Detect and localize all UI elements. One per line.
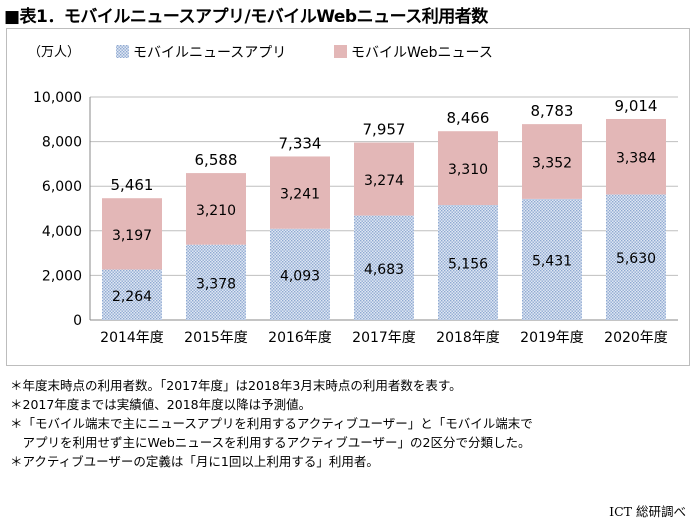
bars: 2,264 3,197 5,461 3,378 3,210 6,588 4,093 3,241… [102, 97, 666, 320]
bar-web [102, 198, 162, 270]
y-tick-label: 2,000 [42, 268, 82, 284]
stacked-bar-chart: （万人） モバイルニュースアプリ モバイルWebニュース 0 2,000 4,000… [28, 45, 678, 346]
x-tick-label: 2020年度 [604, 330, 668, 346]
footnote-2: ＊2017年度までは実績値、2018年度以降は予測値。 [10, 397, 312, 412]
data-label-app: 5,156 [448, 257, 488, 273]
footnote-1: ＊年度末時点の利用者数。「2017年度」は2018年3月末時点の利用者数を表す。 [10, 378, 462, 393]
x-tick-label: 2016年度 [268, 330, 332, 346]
unit-label: （万人） [28, 45, 80, 60]
legend-swatch-web [334, 45, 347, 58]
data-label-web: 3,274 [364, 173, 404, 189]
y-tick-label: 8,000 [42, 135, 82, 151]
y-tick-labels: 0 2,000 4,000 6,000 8,000 10,000 [33, 90, 82, 329]
x-tick-label: 2015年度 [184, 330, 248, 346]
bar-web [522, 124, 582, 199]
y-tick-label: 10,000 [33, 90, 82, 106]
data-label-total: 6,588 [195, 151, 238, 169]
data-label-total: 8,466 [447, 109, 490, 127]
data-label-app: 4,093 [280, 268, 320, 284]
x-tick-label: 2019年度 [520, 330, 584, 346]
data-label-app: 5,431 [532, 253, 572, 269]
data-label-total: 7,957 [363, 121, 406, 139]
data-label-app: 3,378 [196, 276, 236, 292]
data-label-app: 5,630 [616, 251, 656, 267]
data-label-total: 7,334 [279, 134, 322, 152]
bar-web [186, 173, 246, 245]
x-tick-labels: 2014年度 2015年度 2016年度 2017年度 2018年度 2019年度 2020… [100, 330, 668, 346]
footnote-3: ＊「モバイル端末で主にニュースアプリを利用するアクティブユーザー」と「モバイル端… [10, 416, 533, 431]
bar-web [438, 131, 498, 206]
data-label-total: 5,461 [111, 176, 154, 194]
data-label-total: 8,783 [531, 102, 574, 120]
bar-web [270, 156, 330, 229]
source-credit: ICT 総研調べ [609, 504, 686, 519]
bar-app [438, 205, 498, 320]
data-label-web: 3,210 [196, 203, 236, 219]
legend-label-app: モバイルニュースアプリ [133, 45, 286, 61]
data-label-app: 4,683 [364, 262, 404, 278]
legend-swatch-app [116, 45, 129, 58]
x-tick-label: 2018年度 [436, 330, 500, 346]
data-label-total: 9,014 [615, 97, 658, 115]
bar-web [354, 142, 414, 216]
data-label-web: 3,352 [532, 156, 572, 172]
x-tick-label: 2014年度 [100, 330, 164, 346]
bar-app [606, 194, 666, 320]
legend-label-web: モバイルWebニュース [351, 45, 493, 61]
bar-app [102, 269, 162, 320]
chart-frame [6, 28, 690, 366]
footnote-4: ＊アクティブユーザーの定義は「月に1回以上利用する」利用者。 [10, 454, 379, 469]
data-label-web: 3,197 [112, 228, 152, 244]
data-label-app: 2,264 [112, 289, 152, 305]
x-tick-label: 2017年度 [352, 330, 416, 346]
bar-app [522, 198, 582, 320]
bar-app [270, 228, 330, 320]
legend: モバイルニュースアプリ モバイルWebニュース [116, 45, 493, 61]
chart-title: ■表1．モバイルニュースアプリ/モバイルWebニュース利用者数 [4, 7, 488, 27]
bar-app [186, 244, 246, 320]
data-label-web: 3,241 [280, 187, 320, 203]
data-label-web: 3,310 [448, 162, 488, 178]
y-tick-label: 0 [73, 313, 82, 329]
footnotes: ＊年度末時点の利用者数。「2017年度」は2018年3月末時点の利用者数を表す。… [10, 376, 533, 471]
bar-app [354, 215, 414, 320]
data-label-web: 3,384 [616, 151, 656, 167]
y-tick-label: 4,000 [42, 224, 82, 240]
footnote-3-cont: アプリを利用せず主にWebニュースを利用するアクティブユーザー」の2区分で分類し… [10, 435, 531, 450]
bar-web [606, 118, 666, 195]
y-tick-label: 6,000 [42, 179, 82, 195]
